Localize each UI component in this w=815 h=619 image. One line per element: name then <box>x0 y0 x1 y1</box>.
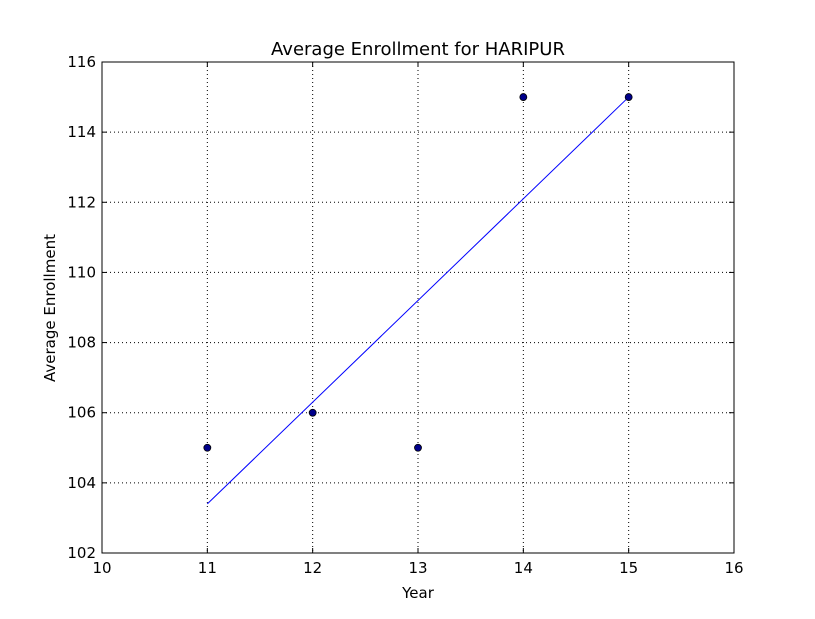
x-tick-label: 10 <box>92 559 111 577</box>
y-axis-label: Average Enrollment <box>41 234 59 382</box>
scatter-point <box>414 443 422 452</box>
y-tick-label: 112 <box>67 193 96 211</box>
chart-title: Average Enrollment for HARIPUR <box>271 39 565 60</box>
y-tick-label: 102 <box>67 544 96 562</box>
y-tick-label: 104 <box>67 474 96 492</box>
y-tick-label: 106 <box>67 404 96 422</box>
scatter-point <box>624 93 633 101</box>
axis-ticks: 10 11 12 13 14 15 16 102 104 106 108 110 112 114 116 <box>67 53 743 577</box>
y-tick-label: 108 <box>67 334 96 352</box>
trend-line <box>206 96 630 505</box>
x-tick-label: 13 <box>408 559 427 577</box>
x-tick-label: 11 <box>198 559 217 577</box>
x-tick-label: 12 <box>303 559 322 577</box>
scatter-point <box>519 93 528 101</box>
x-axis-label: Year <box>401 584 435 602</box>
y-tick-label: 110 <box>67 263 96 281</box>
plot-series <box>203 93 633 505</box>
scatter-point <box>308 408 317 417</box>
x-tick-label: 16 <box>724 559 743 577</box>
x-tick-label: 15 <box>619 559 638 577</box>
scatter-point <box>203 443 212 452</box>
x-tick-label: 14 <box>514 559 533 577</box>
y-tick-label: 114 <box>67 123 96 141</box>
grid-lines <box>102 62 734 553</box>
plot-frame <box>101 61 735 554</box>
y-tick-label: 116 <box>67 53 96 71</box>
